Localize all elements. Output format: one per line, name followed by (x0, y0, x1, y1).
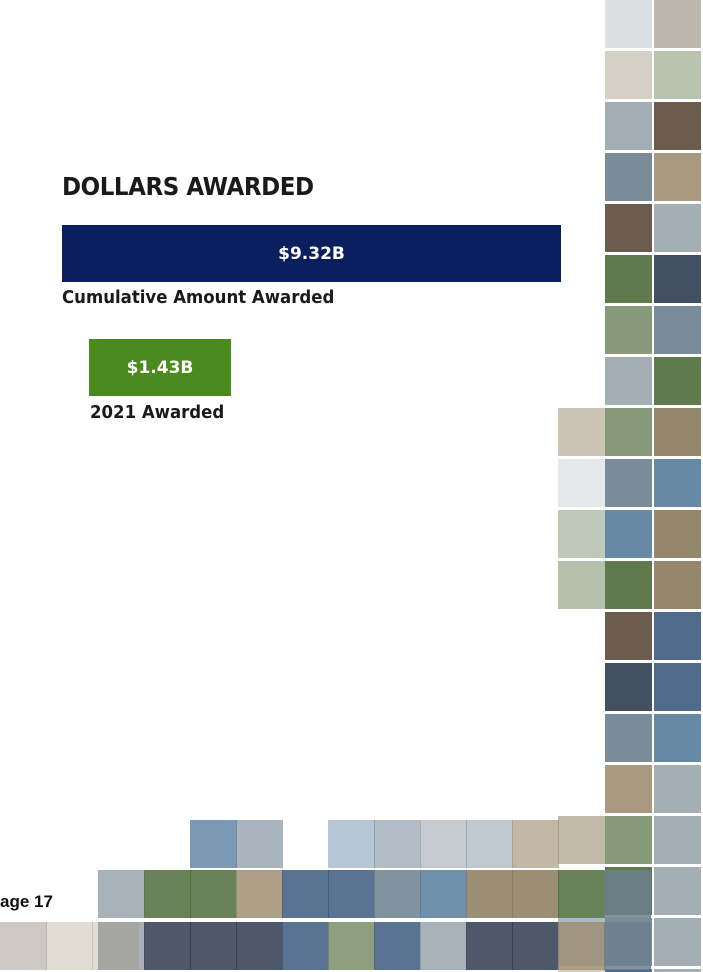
photo-tile (190, 870, 237, 918)
annual-bar: $1.43B (89, 339, 231, 396)
photo-tile (374, 820, 421, 868)
photo-tile (420, 922, 467, 970)
photo-tile (92, 922, 139, 970)
photo-tile (558, 870, 605, 918)
photo-tile (605, 561, 652, 609)
photo-tile (654, 408, 701, 456)
photo-tile (236, 922, 283, 970)
page-number: age 17 (0, 892, 53, 911)
photo-tile (605, 255, 652, 303)
photo-tile (605, 714, 652, 762)
photo-tile (328, 820, 375, 868)
photo-tile (98, 922, 145, 970)
photo-tile (654, 918, 701, 966)
photo-tile (605, 612, 652, 660)
photo-tile (328, 870, 375, 918)
photo-tile (0, 922, 47, 970)
photo-tile (654, 510, 701, 558)
photo-tile (236, 820, 283, 868)
photo-tile (654, 714, 701, 762)
photo-tile (46, 922, 93, 970)
photo-tile (605, 102, 652, 150)
photo-tile (605, 510, 652, 558)
photo-tile (654, 357, 701, 405)
photo-tile (605, 0, 652, 48)
photo-tile (558, 816, 605, 864)
photo-tile (420, 870, 467, 918)
photo-tile (282, 870, 329, 918)
photo-tile (654, 816, 701, 864)
photo-tile (605, 816, 652, 864)
photo-tile (558, 922, 605, 970)
photo-tile (420, 820, 467, 868)
photo-tile (558, 408, 605, 456)
photo-tile (512, 820, 559, 868)
photo-tile (654, 0, 701, 48)
photo-tile (605, 663, 652, 711)
photo-tile (654, 612, 701, 660)
photo-tile (604, 922, 651, 970)
photo-tile (512, 922, 559, 970)
photo-tile (144, 870, 191, 918)
photo-tile (190, 922, 237, 970)
photo-tile (558, 459, 605, 507)
photo-tile (512, 870, 559, 918)
photo-tile (605, 765, 652, 813)
photo-tile (374, 922, 421, 970)
photo-tile (654, 765, 701, 813)
photo-tile (654, 51, 701, 99)
photo-tile (654, 561, 701, 609)
photo-tile (654, 204, 701, 252)
photo-tile (654, 153, 701, 201)
photo-tile (98, 870, 145, 918)
photo-tile (654, 969, 701, 972)
photo-tile (654, 102, 701, 150)
photo-tile (328, 922, 375, 970)
photo-tile (654, 306, 701, 354)
annual-label: 2021 Awarded (90, 402, 225, 423)
photo-tile (605, 204, 652, 252)
photo-tile (605, 153, 652, 201)
photo-tile (605, 969, 652, 972)
photo-tile (605, 51, 652, 99)
photo-tile (605, 357, 652, 405)
cumulative-bar: $9.32B (62, 225, 561, 282)
photo-tile (144, 922, 191, 970)
photo-tile (466, 870, 513, 918)
photo-tile (558, 561, 605, 609)
cumulative-label: Cumulative Amount Awarded (62, 287, 335, 308)
photo-tile (466, 922, 513, 970)
photo-tile (654, 867, 701, 915)
photo-tile (605, 408, 652, 456)
photo-tile (558, 510, 605, 558)
photo-tile (654, 255, 701, 303)
photo-tile (558, 969, 605, 972)
photo-tile (654, 663, 701, 711)
photo-tile (605, 306, 652, 354)
photo-tile (604, 870, 651, 918)
photo-tile (374, 870, 421, 918)
cumulative-amount: $9.32B (278, 243, 345, 264)
photo-tile (466, 820, 513, 868)
photo-tile (605, 459, 652, 507)
photo-tile (654, 459, 701, 507)
photo-tile (236, 870, 283, 918)
section-title: DOLLARS AWARDED (62, 172, 314, 201)
annual-amount: $1.43B (126, 357, 194, 378)
photo-tile (282, 922, 329, 970)
photo-tile (190, 820, 237, 868)
